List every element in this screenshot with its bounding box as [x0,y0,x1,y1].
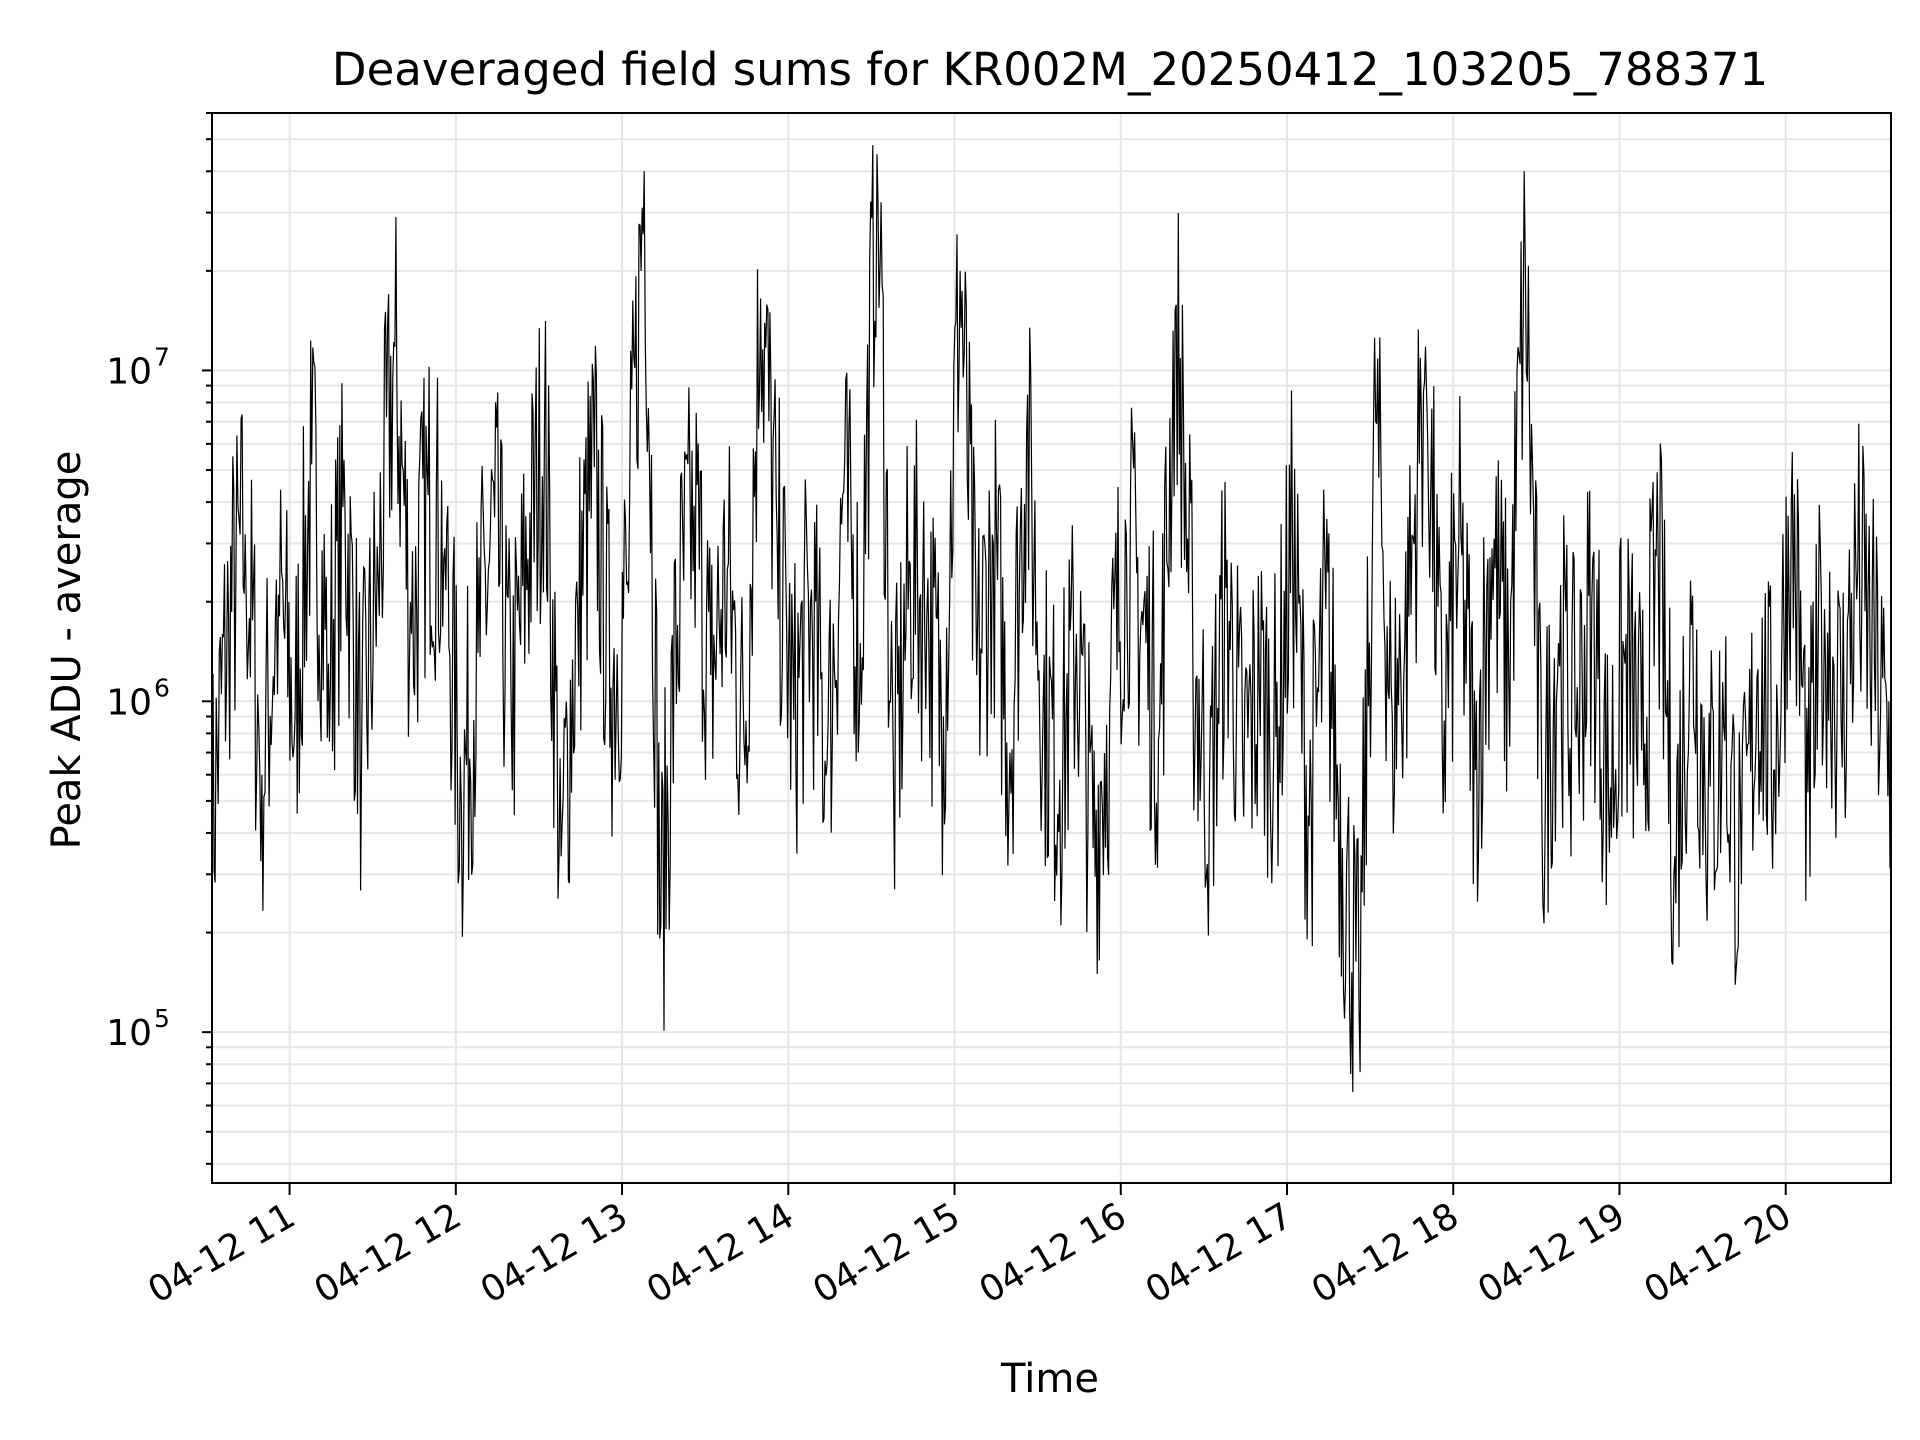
series-line [211,145,1892,1093]
x-tick-label: 04-12 17 [1139,1195,1300,1311]
x-tick-label: 04-12 18 [1305,1195,1466,1311]
grid [212,112,1891,1183]
x-tick-label: 04-12 13 [474,1195,635,1311]
x-tick-label: 04-12 20 [1638,1195,1799,1311]
y-tick-label: 10 [106,1013,152,1054]
plot-frame [211,112,1892,1184]
chart-title: Deaveraged field sums for KR002M_2025041… [332,43,1768,96]
y-axis-label: Peak ADU - average [44,451,90,850]
plot-area [211,145,1892,1093]
x-axis-label: Time [1000,1356,1099,1402]
x-tick-label: 04-12 11 [141,1195,302,1311]
y-tick-label: 10 [106,682,152,723]
y-tick-exponent: 7 [154,342,170,371]
y-tick-exponent: 6 [154,673,170,702]
x-tick-label: 04-12 12 [308,1195,469,1311]
y-tick-exponent: 5 [154,1004,170,1033]
x-axis: 04-12 11 04-12 12 04-12 13 04-12 14 04-12 15… [141,1183,1798,1312]
x-tick-label: 04-12 15 [806,1195,967,1311]
y-tick-label: 10 [106,351,152,392]
x-tick-label: 04-12 19 [1471,1195,1632,1311]
x-tick-label: 04-12 16 [973,1195,1134,1311]
x-tick-label: 04-12 14 [640,1195,801,1311]
